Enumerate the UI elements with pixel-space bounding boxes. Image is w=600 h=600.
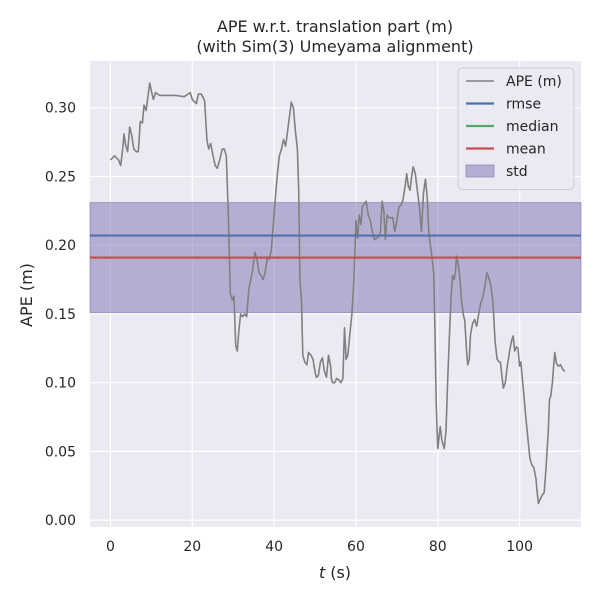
- y-tick-label: 0.00: [45, 513, 76, 529]
- legend-label: rmse: [506, 97, 541, 113]
- x-tick-label: 100: [506, 539, 533, 555]
- y-tick-label: 0.30: [45, 101, 76, 117]
- y-tick-label: 0.20: [45, 238, 76, 254]
- x-tick-labels: 0 20 40 60 80 100: [106, 539, 533, 555]
- y-tick-labels: 0.00 0.05 0.10 0.15 0.20 0.25 0.30: [45, 101, 76, 529]
- ape-series-line: [109, 82, 566, 505]
- x-axis-label-var: t: [319, 563, 326, 582]
- y-tick-label: 0.15: [45, 307, 76, 323]
- legend-box: [457, 67, 575, 190]
- y-axis-label: APE (m): [17, 263, 36, 327]
- x-axis-label-unit: (s): [330, 563, 351, 582]
- y-tick-label: 0.25: [45, 169, 76, 185]
- legend-label: std: [506, 164, 528, 180]
- legend-label: mean: [506, 142, 546, 158]
- x-tick-label: 40: [265, 539, 283, 555]
- y-tick-label: 0.05: [45, 444, 76, 460]
- legend-label: APE (m): [506, 74, 562, 90]
- x-tick-label: 60: [347, 539, 365, 555]
- x-tick-label: 80: [429, 539, 447, 555]
- y-tick-label: 0.10: [45, 376, 76, 392]
- chart-title-line1: APE w.r.t. translation part (m): [217, 17, 453, 36]
- legend-label: median: [506, 119, 558, 135]
- x-axis-label: t (s): [319, 563, 351, 582]
- x-tick-label: 0: [106, 539, 115, 555]
- chart-title-line2: (with Sim(3) Umeyama alignment): [196, 37, 473, 56]
- x-tick-label: 20: [183, 539, 201, 555]
- legend: APE (m) rmse median mean std: [457, 67, 575, 190]
- legend-swatch: [465, 164, 495, 178]
